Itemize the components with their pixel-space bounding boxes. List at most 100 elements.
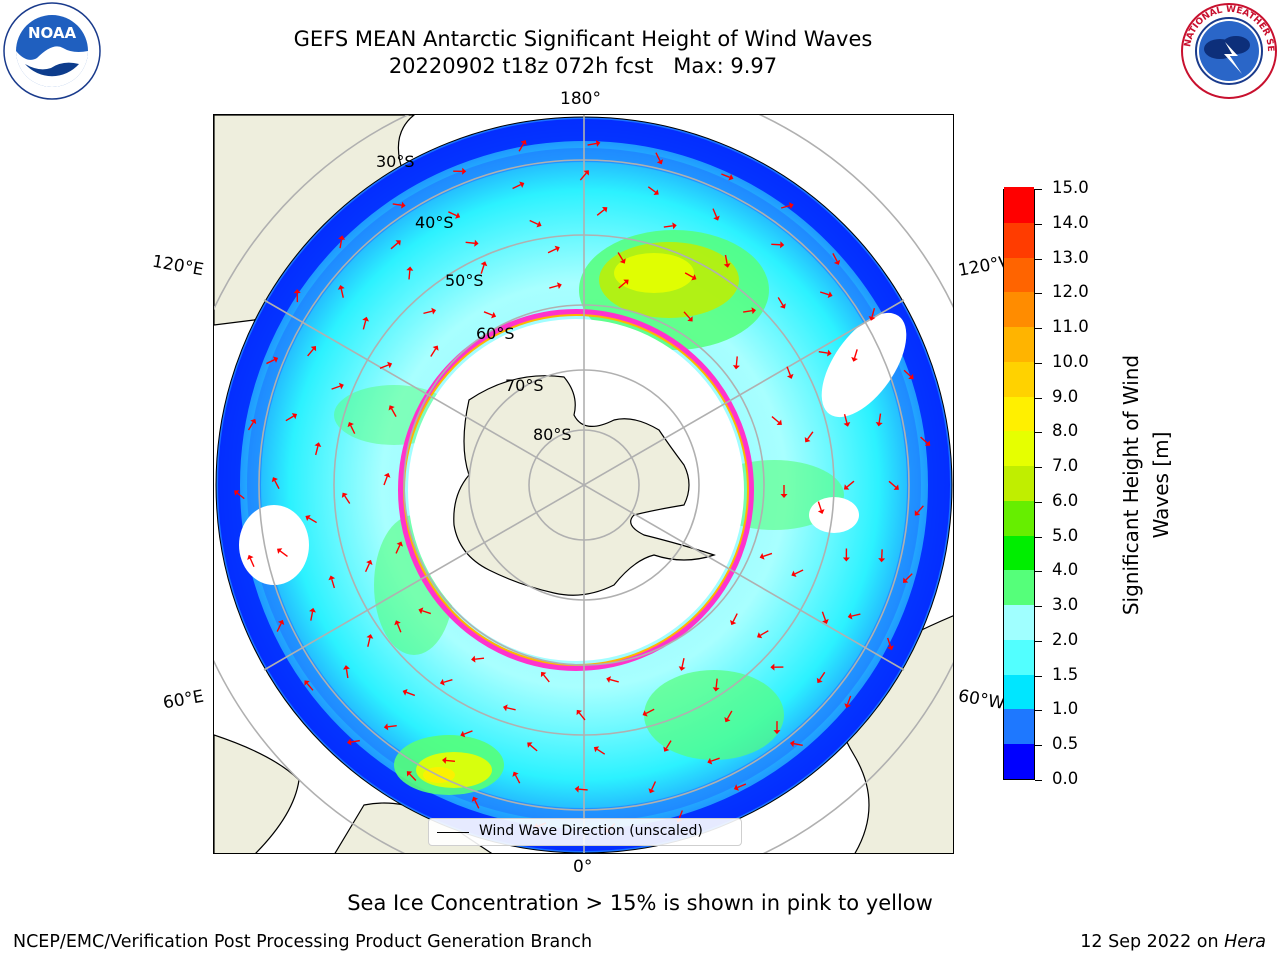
wave-direction-arrow xyxy=(576,709,586,721)
colorbar-tick-label: 14.0 xyxy=(1052,212,1089,232)
chart-title: GEFS MEAN Antarctic Significant Height o… xyxy=(293,27,873,51)
wave-direction-arrow xyxy=(362,316,370,330)
wave-direction-arrow xyxy=(471,655,485,663)
wave-direction-arrow xyxy=(379,361,393,369)
wave-direction-arrow xyxy=(266,356,279,365)
wave-direction-arrow xyxy=(780,202,794,209)
wave-direction-arrow xyxy=(878,549,886,563)
wave-direction-arrow xyxy=(392,201,406,209)
wind-wave-arrows xyxy=(234,139,931,833)
wave-direction-arrow xyxy=(471,796,480,809)
colorbar-tick-label: 13.0 xyxy=(1052,247,1089,267)
lon-label-60w: 60°W xyxy=(956,686,1007,714)
colorbar-tick xyxy=(1035,606,1042,608)
colorbar-tick-label: 11.0 xyxy=(1052,317,1089,337)
wave-direction-arrow xyxy=(439,678,453,686)
wave-direction-arrow xyxy=(786,366,794,379)
colorbar-segment xyxy=(1004,361,1034,397)
colorbar-tick-label: 4.0 xyxy=(1052,560,1079,580)
lon-label-120e: 120°E xyxy=(150,251,206,281)
lat-label-60s: 60°S xyxy=(476,324,515,343)
colorbar-segment xyxy=(1004,256,1034,293)
colorbar-segment xyxy=(1004,326,1034,362)
colorbar-segment xyxy=(1004,396,1034,432)
colorbar-tick xyxy=(1035,710,1042,712)
wave-direction-arrow xyxy=(395,541,403,554)
wave-direction-arrow xyxy=(683,311,693,322)
wave-direction-arrow xyxy=(442,756,456,764)
nws-logo: NATIONAL WEATHER SERVICE xyxy=(1177,0,1278,100)
wave-direction-arrow xyxy=(642,708,655,717)
wave-direction-arrow xyxy=(394,620,402,633)
wave-direction-arrow xyxy=(547,245,560,254)
wave-direction-arrow xyxy=(886,637,894,651)
colorbar-tick xyxy=(1035,223,1042,225)
wave-direction-arrow xyxy=(712,208,720,221)
wave-direction-arrow xyxy=(832,253,841,265)
wave-direction-arrow xyxy=(307,345,317,357)
graticule xyxy=(214,115,953,853)
wave-direction-arrow xyxy=(842,548,850,562)
wave-direction-arrow xyxy=(285,413,298,422)
colorbar xyxy=(1003,187,1035,780)
wave-direction-arrow xyxy=(309,607,316,621)
wave-direction-arrow xyxy=(423,307,437,315)
colorbar-tick xyxy=(1035,501,1042,503)
footer-date-text: 12 Sep 2022 on xyxy=(1080,932,1225,952)
wave-direction-arrow xyxy=(730,613,738,626)
legend-line-swatch xyxy=(437,832,469,833)
wave-direction-arrow xyxy=(346,738,360,746)
wave-direction-arrow xyxy=(817,501,825,514)
wave-direction-arrow xyxy=(732,356,740,370)
wave-direction-arrow xyxy=(770,663,784,671)
wave-direction-arrow xyxy=(430,345,439,357)
wave-direction-arrow xyxy=(406,771,417,782)
colorbar-tick xyxy=(1035,258,1042,260)
map-panel xyxy=(213,114,954,854)
colorbar-segment xyxy=(1004,222,1034,258)
wave-direction-arrow xyxy=(277,548,288,557)
wave-direction-arrow xyxy=(743,307,756,315)
wave-direction-arrow xyxy=(663,222,677,230)
wave-direction-arrow xyxy=(819,291,833,299)
wave-direction-arrow xyxy=(593,746,606,755)
colorbar-segment xyxy=(1004,604,1034,640)
colorbar-tick xyxy=(1035,536,1042,538)
map-canvas xyxy=(214,115,953,853)
footer-host: Hera xyxy=(1224,932,1266,952)
footer-branch: NCEP/EMC/Verification Post Processing Pr… xyxy=(13,932,593,952)
colorbar-tick xyxy=(1035,293,1042,295)
lat-label-50s: 50°S xyxy=(445,271,484,290)
wave-direction-arrow xyxy=(402,689,416,697)
wave-direction-arrow xyxy=(587,139,601,147)
lon-label-60e: 60°E xyxy=(161,686,206,714)
sea-ice-note: Sea Ice Concentration > 15% is shown in … xyxy=(347,891,933,915)
wave-direction-arrow xyxy=(347,421,356,434)
wave-direction-arrow xyxy=(314,442,322,456)
colorbar-tick xyxy=(1035,571,1042,573)
colorbar-tick xyxy=(1035,745,1042,747)
footer-date: 12 Sep 2022 on Hera xyxy=(1080,932,1266,952)
wave-direction-arrow xyxy=(529,219,542,228)
colorbar-tick-label: 0.5 xyxy=(1052,734,1079,754)
wave-direction-arrow xyxy=(902,573,913,583)
wave-direction-arrow xyxy=(724,710,733,723)
wave-direction-arrow xyxy=(618,279,629,289)
chart-subtitle: 20220902 t18z 072h fcst Max: 9.97 xyxy=(388,54,778,78)
colorbar-tick xyxy=(1035,780,1042,781)
wave-direction-arrow xyxy=(480,261,488,274)
wave-direction-arrow xyxy=(903,369,914,380)
wave-direction-arrow xyxy=(663,740,672,752)
wave-direction-arrow xyxy=(579,170,589,181)
map-legend: Wind Wave Direction (unscaled) xyxy=(428,818,742,846)
wave-direction-arrow xyxy=(617,252,626,264)
colorbar-segment xyxy=(1004,430,1034,467)
wave-direction-arrow xyxy=(721,173,734,181)
colorbar-tick xyxy=(1035,362,1042,364)
wave-direction-arrow xyxy=(723,254,731,268)
wave-direction-arrow xyxy=(914,505,924,516)
wave-direction-arrow xyxy=(247,554,255,568)
lon-label-180: 180° xyxy=(560,89,601,109)
wave-direction-arrow xyxy=(888,480,899,490)
wave-direction-arrow xyxy=(337,285,345,298)
